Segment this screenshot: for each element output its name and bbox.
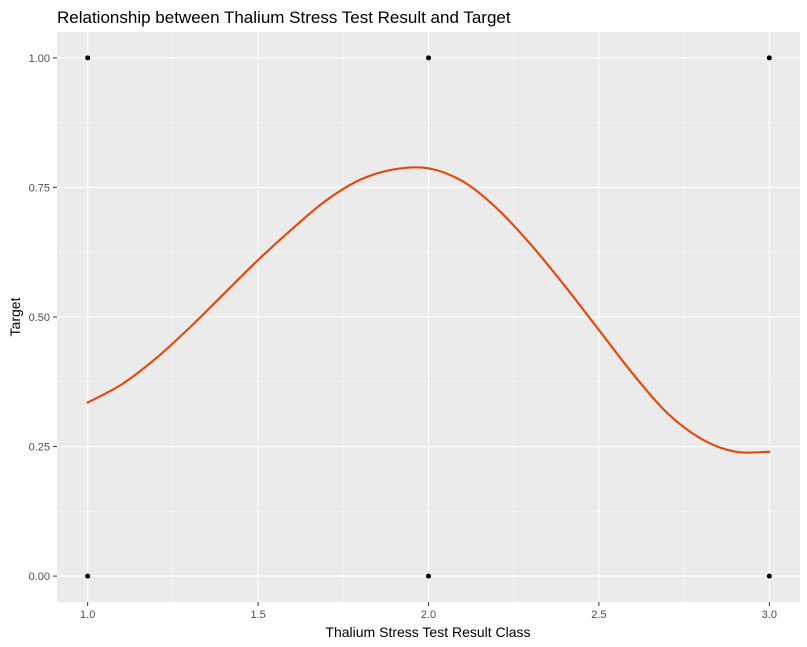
points-layer [85, 55, 772, 579]
x-tick-label-0: 1.0 [80, 609, 95, 621]
data-point-4 [766, 573, 772, 579]
smooth-line [86, 166, 771, 454]
data-point-3 [426, 55, 431, 61]
data-point-2 [426, 573, 431, 579]
chart-title: Relationship between Thalium Stress Test… [57, 8, 511, 27]
y-axis-ticks: 0.00 0.25 0.50 0.75 1.00 [29, 53, 57, 583]
x-axis-title: Thalium Stress Test Result Class [325, 624, 530, 640]
x-tick-label-2: 2.0 [421, 609, 436, 621]
x-axis-ticks: 1.0 1.5 2.0 2.5 3.0 [80, 602, 777, 621]
data-point-0 [85, 573, 91, 579]
y-axis-title: Target [7, 297, 23, 336]
y-tick-label-4: 1.00 [29, 53, 50, 65]
x-tick-label-1: 1.5 [250, 609, 265, 621]
smooth-line-layer [86, 166, 771, 454]
y-tick-label-2: 0.50 [29, 312, 50, 324]
x-tick-label-4: 3.0 [762, 609, 777, 621]
data-point-5 [766, 55, 772, 61]
x-tick-label-3: 2.5 [591, 609, 606, 621]
y-tick-label-1: 0.25 [29, 442, 50, 454]
y-tick-label-0: 0.00 [29, 571, 50, 583]
data-point-1 [85, 55, 91, 61]
y-tick-label-3: 0.75 [29, 182, 50, 194]
